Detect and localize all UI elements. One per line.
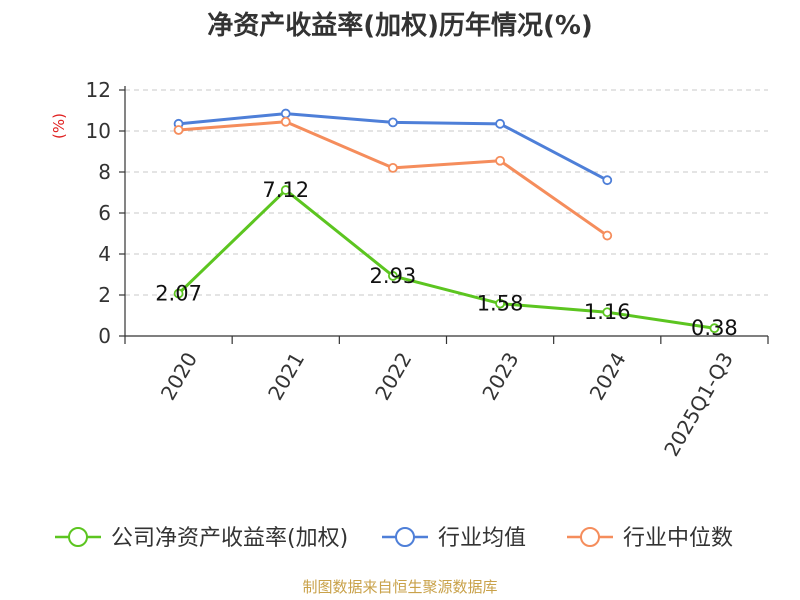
- legend-swatch-marker: [580, 527, 600, 547]
- x-tick-label: 2021: [263, 348, 309, 404]
- y-tick-label: 4: [98, 242, 111, 266]
- data-labels: 2.07 7.12 2.93 1.58 1.16 0.38: [155, 178, 738, 340]
- y-axis-label: (%): [50, 113, 68, 139]
- data-point-0: [280, 185, 291, 195]
- data-point-0: [173, 288, 184, 299]
- legend-label: 公司净资产收益率(加权): [111, 526, 348, 551]
- data-label: 2.07: [155, 282, 202, 306]
- y-tick-label: 6: [98, 201, 111, 225]
- legend-label: 行业均值: [438, 526, 526, 551]
- x-tick-label: 2020: [156, 348, 202, 404]
- data-point-0: [709, 323, 720, 334]
- data-label: 7.12: [262, 178, 309, 202]
- source-credit: 制图数据来自恒生聚源数据库: [302, 578, 497, 596]
- data-point-0: [602, 307, 613, 318]
- data-label: 1.16: [584, 300, 631, 324]
- y-tick-label: 12: [86, 78, 111, 102]
- data-point-1: [280, 108, 291, 119]
- data-point-2: [602, 230, 613, 241]
- data-point-1: [495, 118, 505, 129]
- data-point-1: [602, 175, 613, 186]
- y-tick-label: 10: [86, 119, 111, 143]
- x-tick-label: 2024: [585, 348, 631, 404]
- data-label: 2.93: [370, 264, 417, 288]
- y-tick-label: 2: [98, 283, 111, 307]
- series-line-0: [177, 188, 715, 330]
- legend-swatch-marker: [395, 527, 415, 547]
- data-label: 0.38: [691, 316, 738, 340]
- legend-item-0[interactable]: 公司净资产收益率(加权): [55, 526, 348, 551]
- legend-label: 行业中位数: [623, 526, 733, 551]
- data-point-2: [280, 116, 291, 127]
- y-tick-label: 0: [98, 324, 111, 348]
- legend-swatch-marker: [68, 527, 88, 547]
- series-line-2: [178, 120, 609, 237]
- series-lines: [173, 108, 720, 334]
- data-point-1: [388, 117, 398, 128]
- legend[interactable]: 公司净资产收益率(加权) 行业均值 行业中位数: [55, 526, 733, 551]
- data-point-2: [495, 155, 505, 166]
- x-tick-label: 2025Q1-Q3: [659, 348, 738, 460]
- data-point-0: [388, 271, 398, 281]
- chart-title: 净资产收益率(加权)历年情况(%): [207, 10, 593, 41]
- grid-lines: [125, 89, 768, 296]
- axes: 0 2 4 6 8 10 12 2020 2021 2022 2023 2024 2025Q1-Q3: [86, 78, 769, 460]
- x-tick-label: 2023: [477, 348, 523, 404]
- x-tick-label: 2022: [370, 348, 416, 404]
- data-point-2: [173, 125, 184, 135]
- data-point-2: [388, 162, 398, 173]
- legend-item-1[interactable]: 行业均值: [382, 526, 526, 551]
- data-point-0: [495, 298, 505, 309]
- y-tick-label: 8: [98, 160, 111, 184]
- data-label: 1.58: [477, 292, 524, 316]
- legend-item-2[interactable]: 行业中位数: [567, 526, 733, 551]
